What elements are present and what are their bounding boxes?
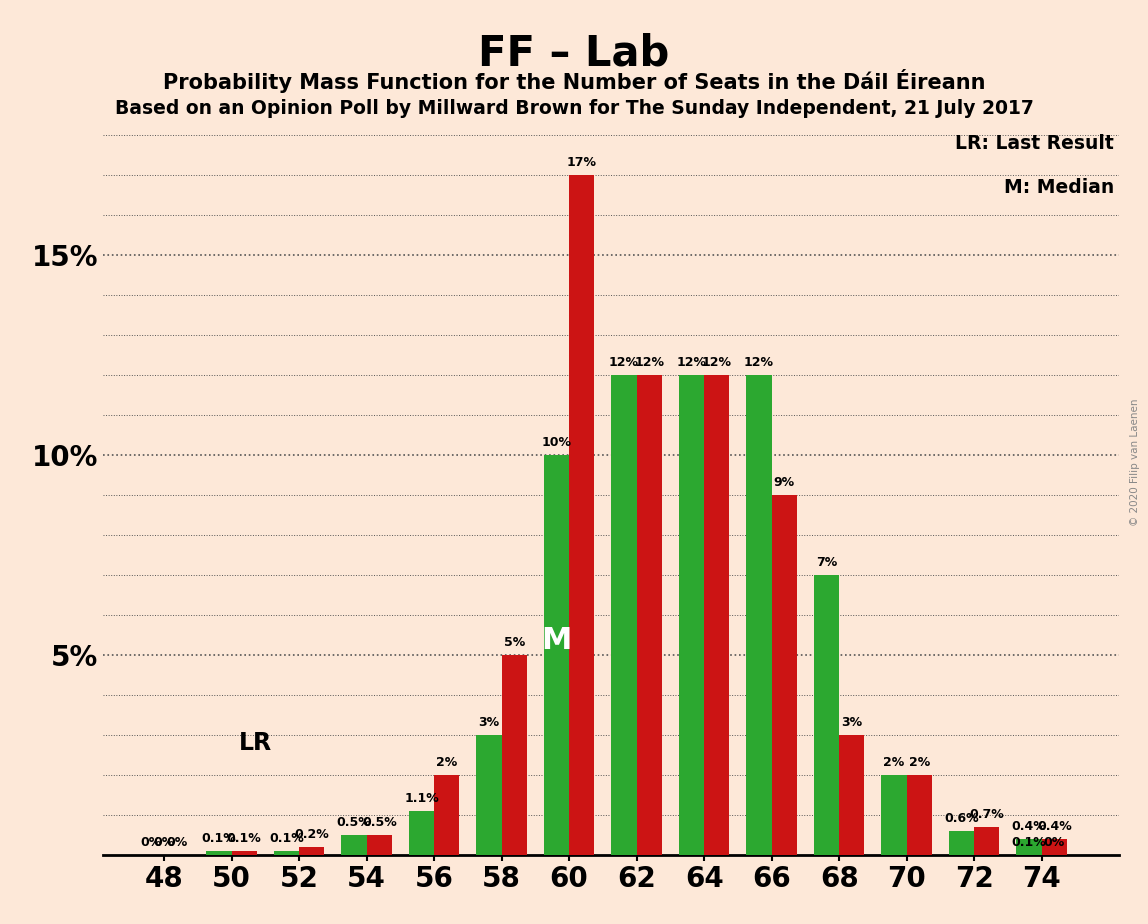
Text: 0.2%: 0.2% [294, 828, 329, 841]
Bar [207, 851, 232, 855]
Text: 0.1%: 0.1% [227, 832, 262, 845]
Bar [975, 827, 1000, 855]
Bar [949, 831, 975, 855]
Bar [341, 834, 366, 855]
Text: M: Median: M: Median [1004, 178, 1115, 198]
Bar [476, 735, 502, 855]
Bar [771, 495, 797, 855]
Text: FF – Lab: FF – Lab [479, 32, 669, 74]
Text: 0.7%: 0.7% [969, 808, 1004, 821]
Text: 12%: 12% [701, 357, 731, 370]
Bar [300, 846, 325, 855]
Text: M: M [541, 626, 572, 655]
Bar [366, 834, 391, 855]
Text: 9%: 9% [774, 476, 794, 489]
Text: 0.4%: 0.4% [1011, 820, 1046, 833]
Text: 0.4%: 0.4% [1037, 820, 1072, 833]
Bar [434, 775, 459, 855]
Text: 0.5%: 0.5% [336, 816, 371, 829]
Text: 12%: 12% [635, 357, 665, 370]
Text: 7%: 7% [816, 556, 837, 569]
Text: 3%: 3% [479, 716, 499, 729]
Text: 0%: 0% [154, 835, 174, 849]
Bar [544, 456, 569, 855]
Bar [611, 375, 637, 855]
Text: LR: Last Result: LR: Last Result [955, 134, 1115, 153]
Text: 0.1%: 0.1% [269, 832, 304, 845]
Text: 12%: 12% [744, 357, 774, 370]
Bar [839, 735, 864, 855]
Text: 0.6%: 0.6% [944, 811, 979, 825]
Text: 0%: 0% [1044, 835, 1065, 849]
Text: 0%: 0% [166, 835, 187, 849]
Text: 12%: 12% [676, 357, 706, 370]
Text: 1.1%: 1.1% [404, 792, 439, 805]
Bar [678, 375, 704, 855]
Text: 0.1%: 0.1% [1011, 835, 1046, 849]
Text: © 2020 Filip van Laenen: © 2020 Filip van Laenen [1130, 398, 1140, 526]
Text: 0.5%: 0.5% [362, 816, 396, 829]
Bar [882, 775, 907, 855]
Text: Based on an Opinion Poll by Millward Brown for The Sunday Independent, 21 July 2: Based on an Opinion Poll by Millward Bro… [115, 99, 1033, 118]
Bar [907, 775, 932, 855]
Bar [502, 655, 527, 855]
Bar [1041, 839, 1066, 855]
Bar [569, 176, 595, 855]
Text: 2%: 2% [436, 756, 457, 769]
Text: 17%: 17% [567, 156, 597, 169]
Bar [814, 575, 839, 855]
Text: LR: LR [239, 731, 272, 755]
Text: Probability Mass Function for the Number of Seats in the Dáil Éireann: Probability Mass Function for the Number… [163, 69, 985, 93]
Bar [746, 375, 771, 855]
Bar [1016, 839, 1041, 855]
Text: 3%: 3% [841, 716, 862, 729]
Text: 0%: 0% [141, 835, 162, 849]
Bar [704, 375, 729, 855]
Text: 2%: 2% [909, 756, 930, 769]
Bar [409, 810, 434, 855]
Bar [232, 851, 257, 855]
Text: 2%: 2% [883, 756, 905, 769]
Bar [637, 375, 662, 855]
Bar [273, 851, 300, 855]
Text: 5%: 5% [504, 636, 525, 649]
Text: 12%: 12% [608, 357, 639, 370]
Text: 10%: 10% [542, 436, 572, 449]
Text: 0.1%: 0.1% [202, 832, 236, 845]
